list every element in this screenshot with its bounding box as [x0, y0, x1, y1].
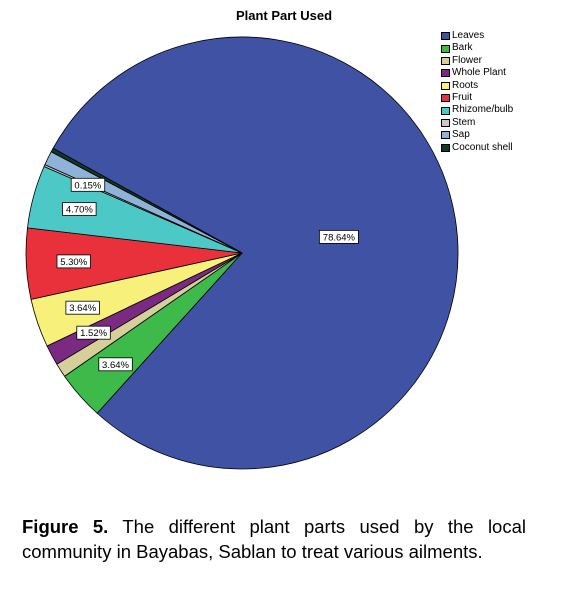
- svg-text:4.70%: 4.70%: [66, 205, 93, 216]
- chart-title: Plant Part Used: [235, 8, 333, 23]
- legend-swatch: [441, 57, 450, 66]
- legend-item-flower: Flower: [441, 55, 513, 67]
- chart-legend: Leaves Bark Flower Whole Plant Roots Fruit Rhi…: [441, 30, 513, 154]
- legend-item-bark: Bark: [441, 42, 513, 54]
- svg-text:78.64%: 78.64%: [323, 232, 356, 243]
- data-label-rhizome-bulb: 4.70%: [62, 202, 97, 216]
- legend-item-stem: Stem: [441, 117, 513, 129]
- figure-caption: Figure 5. The different plant parts used…: [22, 514, 526, 564]
- data-label-roots: 3.64%: [65, 300, 100, 315]
- legend-swatch: [441, 94, 450, 103]
- svg-text:3.64%: 3.64%: [69, 303, 96, 314]
- legend-item-fruit: Fruit: [441, 92, 513, 104]
- legend-label: Sap: [452, 129, 470, 141]
- caption-label: Figure 5.: [22, 516, 109, 537]
- caption-text: The different plant parts used by the lo…: [22, 516, 526, 562]
- legend-label: Roots: [452, 79, 479, 91]
- legend-label: Bark: [452, 42, 473, 54]
- legend-item-rhizome-bulb: Rhizome/bulb: [441, 104, 513, 116]
- legend-swatch: [441, 32, 450, 41]
- svg-text:0.15%: 0.15%: [74, 180, 101, 191]
- legend-item-roots: Roots: [441, 80, 513, 92]
- legend-swatch: [441, 106, 450, 115]
- pie-slices: [25, 36, 459, 470]
- legend-item-leaves: Leaves: [441, 30, 513, 42]
- svg-text:1.52%: 1.52%: [80, 328, 107, 339]
- legend-label: Flower: [452, 54, 483, 66]
- legend-swatch: [441, 119, 450, 128]
- legend-swatch: [441, 69, 450, 78]
- legend-label: Whole Plant: [452, 67, 506, 79]
- svg-text:3.64%: 3.64%: [102, 360, 129, 371]
- svg-text:5.30%: 5.30%: [60, 257, 87, 268]
- legend-label: Stem: [452, 116, 476, 128]
- legend-label: Rhizome/bulb: [452, 104, 514, 116]
- legend-swatch: [441, 131, 450, 140]
- legend-item-coconut-shell: Coconut shell: [441, 142, 513, 154]
- legend-label: Leaves: [452, 30, 485, 41]
- legend-label: Coconut shell: [452, 141, 513, 153]
- pie-slice-leaves: [52, 36, 459, 470]
- data-label-fruit: 5.30%: [56, 254, 91, 269]
- legend-item-whole-plant: Whole Plant: [441, 67, 513, 79]
- legend-swatch: [441, 81, 450, 90]
- pie-slice-coconut-shell: [50, 147, 243, 254]
- legend-item-sap: Sap: [441, 129, 513, 141]
- pie-data-labels: 78.64% 3.64% 1.52% 3.64% 5.30% 4.70% 0.15%: [56, 177, 359, 372]
- legend-label: Fruit: [452, 92, 472, 104]
- legend-swatch: [441, 44, 450, 53]
- data-label-stem: 0.15%: [70, 177, 106, 192]
- data-label-bark: 3.64%: [98, 357, 133, 372]
- data-label-leaves: 78.64%: [318, 229, 359, 244]
- data-label-whole-plant: 1.52%: [76, 325, 111, 340]
- legend-swatch: [441, 143, 450, 152]
